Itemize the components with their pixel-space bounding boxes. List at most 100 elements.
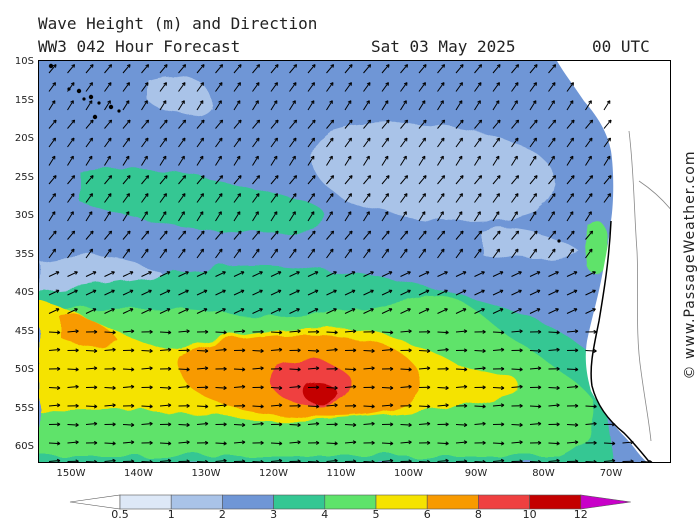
- wave-arrow: [178, 308, 189, 314]
- latitude-label: 55S: [14, 402, 34, 414]
- wave-arrow: [104, 193, 112, 203]
- wave-arrow: [289, 367, 301, 372]
- wave-height-field: [39, 61, 670, 462]
- wave-arrow: [585, 248, 593, 259]
- wave-arrow: [159, 64, 168, 74]
- wave-arrow: [400, 230, 409, 240]
- wave-arrow: [48, 308, 60, 314]
- wave-arrow: [455, 459, 468, 462]
- wave-arrow: [215, 385, 227, 390]
- wave-arrow: [122, 367, 135, 372]
- wave-arrow: [104, 385, 116, 390]
- wave-arrow: [104, 137, 112, 148]
- wave-arrow: [67, 230, 76, 240]
- wave-arrow: [381, 193, 389, 203]
- wave-arrow: [48, 248, 56, 259]
- wave-arrow: [585, 404, 597, 409]
- wave-arrow: [529, 440, 542, 445]
- wave-arrow: [289, 64, 298, 74]
- wave-arrow: [141, 308, 152, 314]
- wave-arrow: [48, 82, 56, 92]
- wave-arrow: [196, 348, 209, 353]
- colorbar-level-label: 4: [321, 508, 329, 521]
- wave-arrow: [511, 308, 522, 314]
- wave-arrow: [307, 385, 320, 390]
- wave-arrow: [141, 440, 153, 445]
- wave-arrow: [252, 348, 264, 353]
- wave-arrow: [215, 308, 226, 314]
- wave-arrow: [455, 329, 468, 334]
- coastline: [590, 220, 651, 462]
- wave-arrow: [400, 119, 409, 129]
- wave-arrow: [67, 193, 75, 203]
- colorbar-low-arrow: [69, 494, 121, 510]
- wave-arrow: [141, 459, 153, 462]
- wave-arrow: [270, 330, 283, 335]
- wave-arrow: [492, 289, 504, 296]
- wave-arrow: [307, 175, 316, 185]
- wave-arrow: [252, 64, 261, 74]
- wave-arrow: [178, 230, 187, 240]
- wave-arrow: [67, 459, 79, 462]
- wave-arrow: [159, 330, 172, 335]
- wave-arrow: [529, 119, 538, 129]
- wave-arrow: [455, 155, 463, 166]
- colorbar-level-label: 8: [474, 508, 482, 521]
- wave-arrow: [141, 404, 153, 409]
- wave-arrow: [48, 64, 57, 74]
- wave-arrow: [400, 422, 412, 427]
- wave-arrow: [548, 119, 557, 129]
- wave-arrow: [122, 384, 135, 389]
- colorbar-bin: [478, 494, 530, 510]
- wave-arrow: [67, 155, 74, 166]
- wave-arrow: [400, 384, 412, 389]
- wave-arrow: [196, 421, 209, 426]
- wave-arrow: [178, 329, 190, 334]
- wave-arrow: [492, 137, 500, 148]
- wave-arrow: [122, 119, 131, 129]
- wave-arrow: [400, 175, 409, 185]
- wave-arrow: [474, 155, 481, 166]
- island-mark: [92, 114, 98, 120]
- wave-arrow: [159, 175, 168, 185]
- wave-arrow: [326, 175, 335, 185]
- wave-arrow: [122, 348, 135, 353]
- wave-arrow: [159, 271, 171, 277]
- wave-arrow: [141, 421, 153, 426]
- wave-arrow: [455, 119, 464, 129]
- wave-arrow: [178, 64, 187, 74]
- longitude-label: 150W: [56, 468, 86, 479]
- latitude-label: 50S: [14, 364, 34, 375]
- wave-arrow: [178, 211, 185, 222]
- wave-arrow: [233, 271, 245, 277]
- wave-arrow: [529, 366, 542, 371]
- wave-arrow: [511, 230, 520, 240]
- wave-arrow: [215, 193, 223, 203]
- wave-arrow: [344, 440, 357, 445]
- wave-arrow: [270, 155, 278, 166]
- wave-arrow: [437, 422, 449, 427]
- wave-arrow: [363, 100, 370, 111]
- wave-arrow: [326, 458, 338, 462]
- wave-arrow: [159, 366, 172, 371]
- wave-arrow: [529, 459, 542, 462]
- wave-arrow: [437, 366, 449, 371]
- wave-arrow: [141, 193, 149, 203]
- wave-arrow: [141, 248, 149, 259]
- wave-arrow: [511, 155, 518, 166]
- wave-arrow: [326, 137, 334, 148]
- wave-arrow: [85, 440, 98, 445]
- wave-arrow: [585, 175, 594, 185]
- wave-arrow: [178, 289, 189, 296]
- wave-arrow: [455, 289, 467, 296]
- wave-arrow: [215, 330, 227, 335]
- wave-arrow: [492, 330, 505, 335]
- wave-arrow: [178, 193, 186, 203]
- wave-arrow: [585, 271, 596, 277]
- wave-arrow: [215, 211, 222, 222]
- wave-arrow: [67, 384, 79, 389]
- wave-arrow: [122, 82, 130, 92]
- wave-arrow: [511, 459, 523, 462]
- wave-arrow: [418, 64, 427, 74]
- wave-arrow: [307, 211, 315, 222]
